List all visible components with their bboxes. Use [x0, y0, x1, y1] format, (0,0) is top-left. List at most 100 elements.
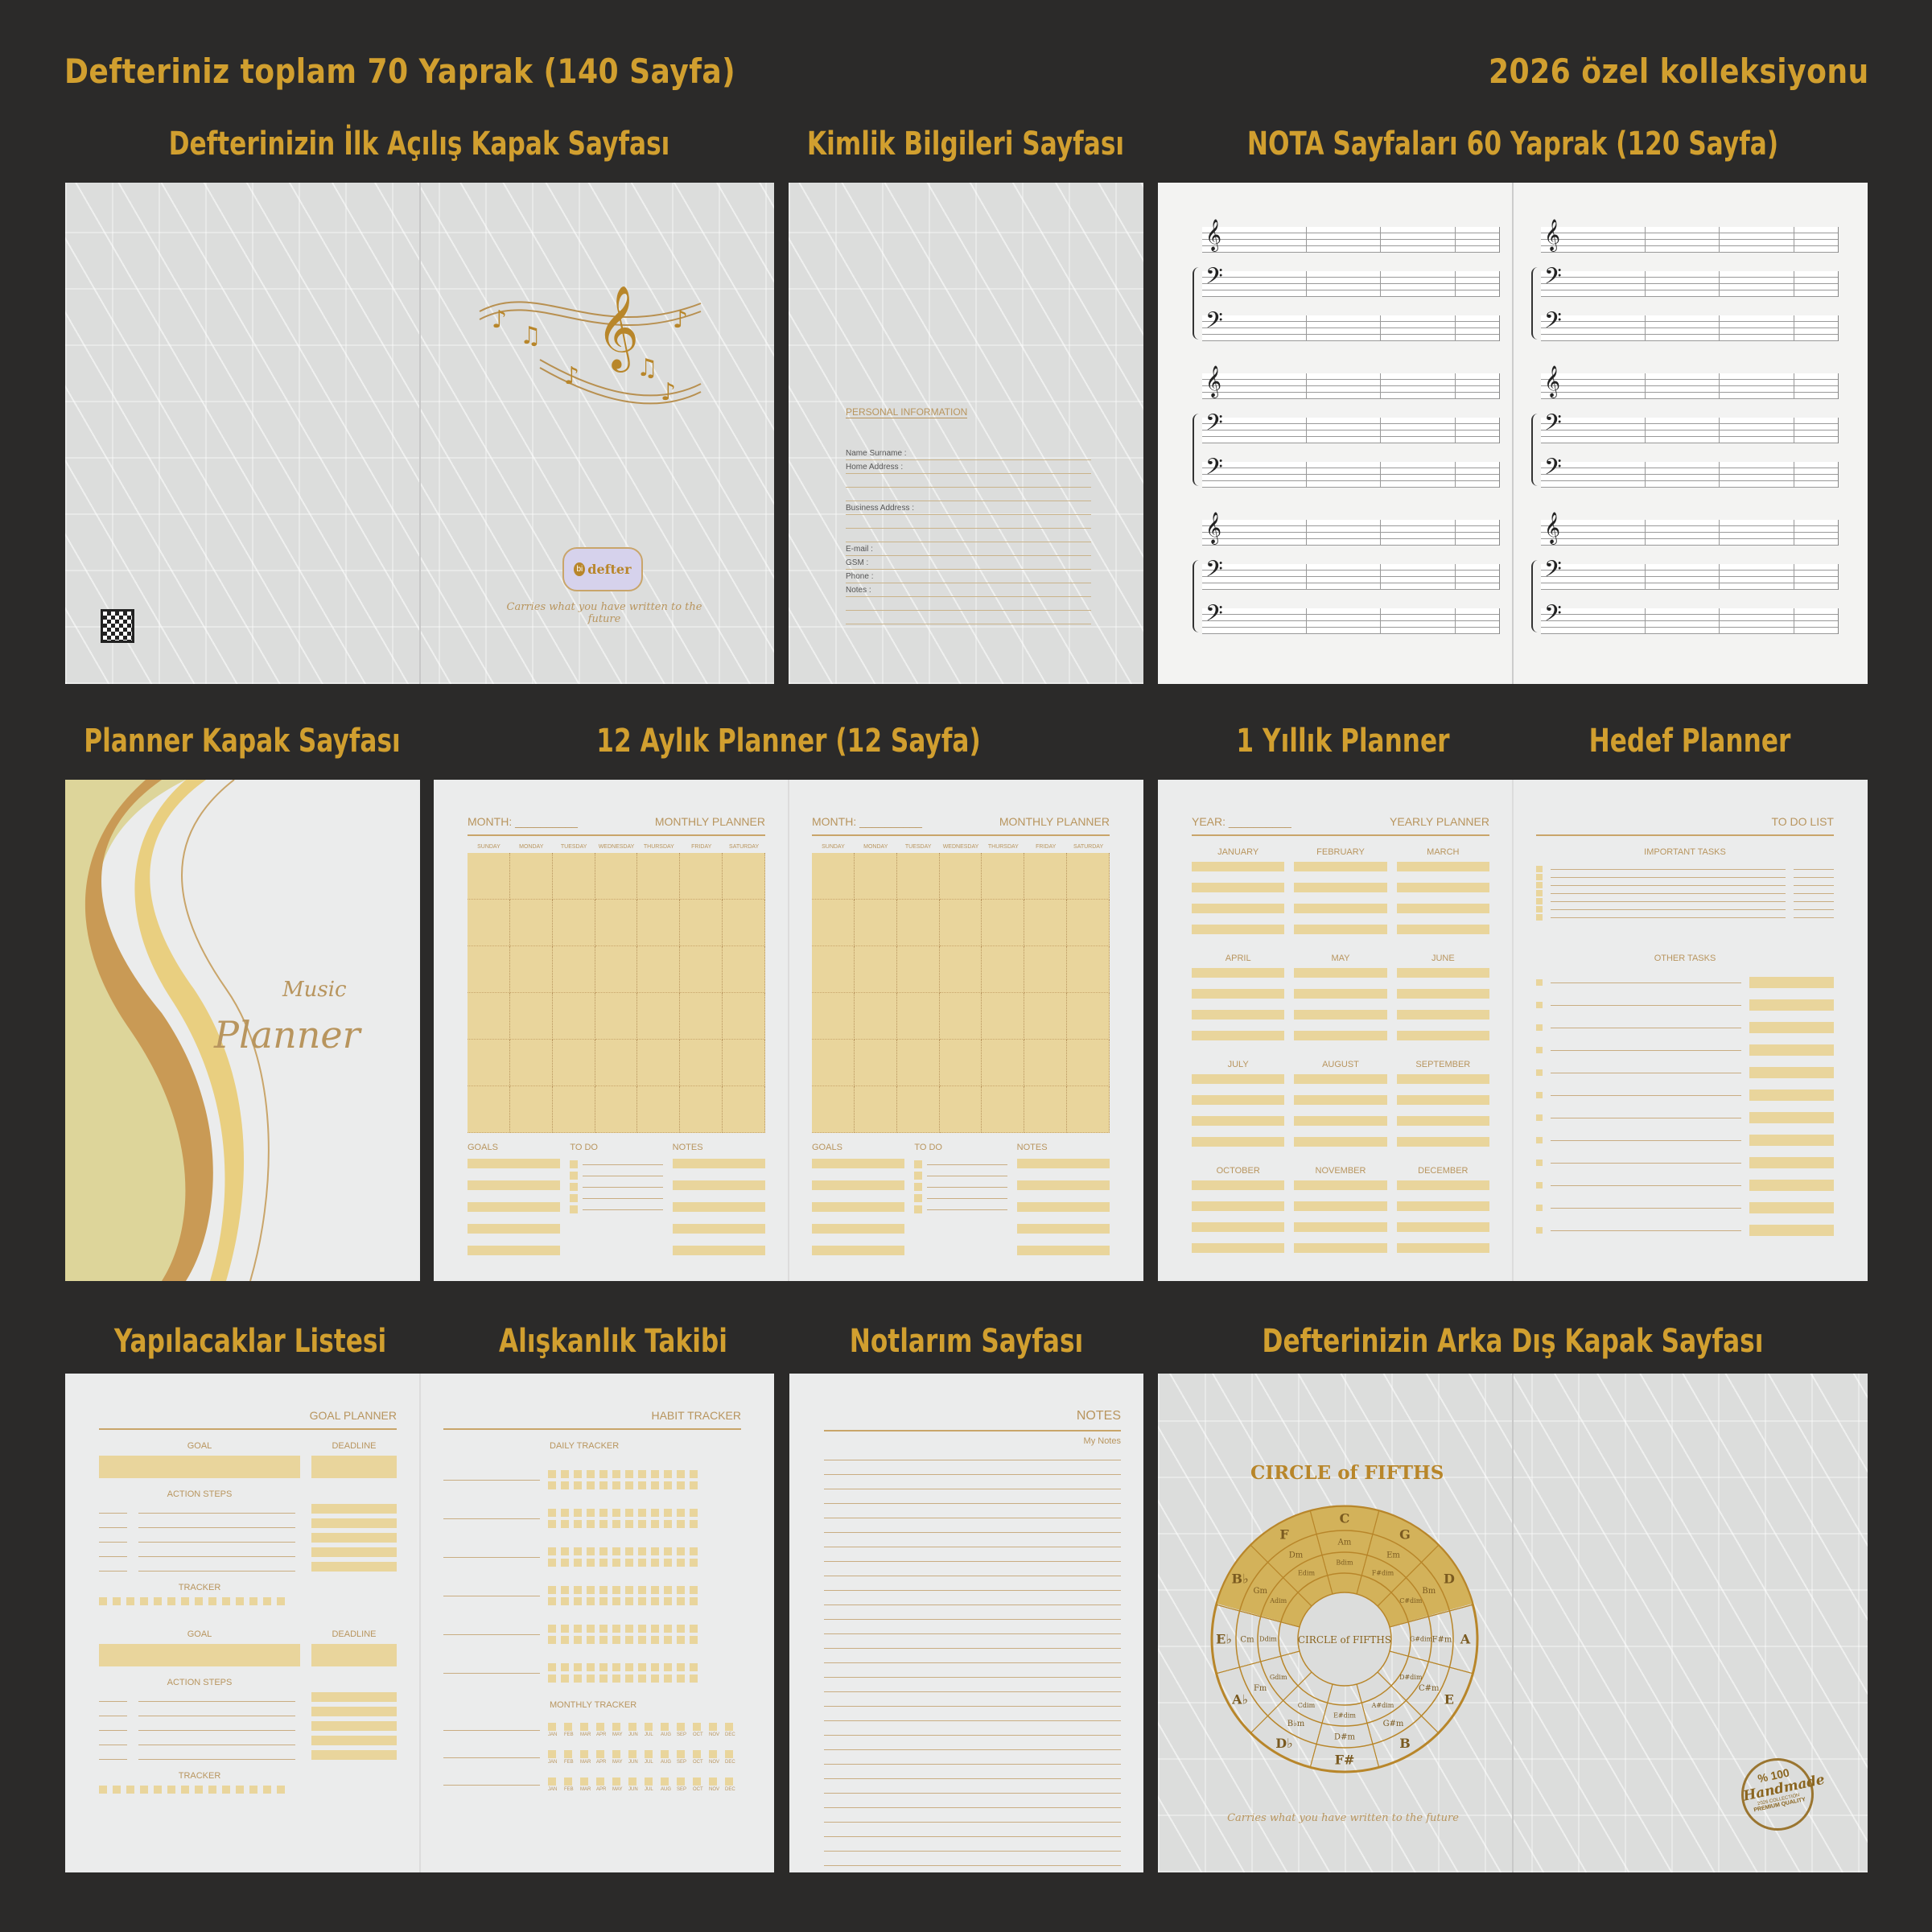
calendar-cell[interactable]: [595, 993, 638, 1040]
calendar-cell[interactable]: [939, 853, 982, 900]
calendar-cell[interactable]: [509, 946, 553, 993]
calendar-cell[interactable]: [982, 900, 1025, 946]
calendar-cell[interactable]: [1024, 1086, 1068, 1133]
calendar-cell[interactable]: [896, 946, 940, 993]
identity-field[interactable]: [846, 529, 1091, 542]
calendar-cell[interactable]: [812, 1040, 855, 1086]
identity-field[interactable]: GSM :: [846, 556, 1091, 570]
calendar-cell[interactable]: [1067, 993, 1110, 1040]
calendar-cell[interactable]: [552, 853, 595, 900]
month-abbr: MAR: [580, 1760, 591, 1765]
calendar-cell[interactable]: [680, 946, 723, 993]
calendar-cell[interactable]: [552, 900, 595, 946]
calendar-cell[interactable]: [1067, 853, 1110, 900]
calendar-cell[interactable]: [680, 1040, 723, 1086]
calendar-cell[interactable]: [509, 1086, 553, 1133]
calendar-cell[interactable]: [939, 946, 982, 993]
calendar-cell[interactable]: [1024, 946, 1068, 993]
calendar-cell[interactable]: [854, 900, 897, 946]
calendar-cell[interactable]: [468, 853, 510, 900]
calendar-cell[interactable]: [939, 900, 982, 946]
calendar-cell[interactable]: [680, 900, 723, 946]
calendar-cell[interactable]: [982, 946, 1025, 993]
calendar-cell[interactable]: [637, 900, 681, 946]
calendar-cell[interactable]: [595, 853, 638, 900]
calendar-cell[interactable]: [723, 853, 765, 900]
calendar-cell[interactable]: [468, 1086, 510, 1133]
calendar-cell[interactable]: [896, 1040, 940, 1086]
key-label-dim: Edim: [1298, 1569, 1316, 1576]
calendar-cell[interactable]: [723, 993, 765, 1040]
calendar-cell[interactable]: [1024, 853, 1068, 900]
identity-field[interactable]: [846, 597, 1091, 611]
calendar-cell[interactable]: [509, 993, 553, 1040]
calendar-cell[interactable]: [680, 1086, 723, 1133]
calendar-cell[interactable]: [509, 900, 553, 946]
calendar-cell[interactable]: [552, 993, 595, 1040]
calendar-cell[interactable]: [509, 853, 553, 900]
calendar-cell[interactable]: [595, 1086, 638, 1133]
calendar-cell[interactable]: [854, 853, 897, 900]
calendar-cell[interactable]: [896, 993, 940, 1040]
calendar-cell[interactable]: [637, 1086, 681, 1133]
identity-field[interactable]: Home Address :: [846, 460, 1091, 474]
calendar-cell[interactable]: [723, 946, 765, 993]
identity-field[interactable]: [846, 488, 1091, 501]
calendar-cell[interactable]: [1024, 1040, 1068, 1086]
calendar-cell[interactable]: [468, 1040, 510, 1086]
identity-field[interactable]: Name Surname :: [846, 447, 1091, 460]
calendar-cell[interactable]: [939, 1040, 982, 1086]
identity-field[interactable]: [846, 611, 1091, 624]
calendar-cell[interactable]: [552, 946, 595, 993]
calendar-cell[interactable]: [552, 1040, 595, 1086]
identity-field[interactable]: E-mail :: [846, 542, 1091, 556]
calendar-cell[interactable]: [1024, 900, 1068, 946]
calendar-cell[interactable]: [939, 1086, 982, 1133]
calendar-cell[interactable]: [468, 993, 510, 1040]
calendar-cell[interactable]: [982, 1040, 1025, 1086]
calendar-cell[interactable]: [723, 1086, 765, 1133]
month-abbr: NOV: [709, 1732, 720, 1737]
calendar-cell[interactable]: [723, 900, 765, 946]
calendar-cell[interactable]: [680, 853, 723, 900]
identity-field[interactable]: [846, 474, 1091, 488]
calendar-cell[interactable]: [637, 853, 681, 900]
calendar-cell[interactable]: [1067, 1086, 1110, 1133]
calendar-cell[interactable]: [468, 946, 510, 993]
calendar-cell[interactable]: [637, 993, 681, 1040]
calendar-cell[interactable]: [896, 900, 940, 946]
calendar-cell[interactable]: [812, 1086, 855, 1133]
calendar-cell[interactable]: [854, 993, 897, 1040]
identity-field[interactable]: Business Address :: [846, 501, 1091, 515]
calendar-cell[interactable]: [1067, 946, 1110, 993]
calendar-cell[interactable]: [812, 993, 855, 1040]
calendar-cell[interactable]: [982, 993, 1025, 1040]
calendar-cell[interactable]: [1067, 900, 1110, 946]
calendar-cell[interactable]: [595, 1040, 638, 1086]
calendar-cell[interactable]: [896, 853, 940, 900]
calendar-cell[interactable]: [896, 1086, 940, 1133]
calendar-cell[interactable]: [552, 1086, 595, 1133]
calendar-cell[interactable]: [812, 853, 855, 900]
calendar-cell[interactable]: [854, 1040, 897, 1086]
calendar-cell[interactable]: [812, 900, 855, 946]
calendar-cell[interactable]: [939, 993, 982, 1040]
calendar-cell[interactable]: [1067, 1040, 1110, 1086]
calendar-cell[interactable]: [854, 1086, 897, 1133]
calendar-cell[interactable]: [982, 853, 1025, 900]
identity-field[interactable]: Notes :: [846, 583, 1091, 597]
calendar-cell[interactable]: [637, 946, 681, 993]
calendar-cell[interactable]: [637, 1040, 681, 1086]
calendar-cell[interactable]: [595, 900, 638, 946]
identity-field[interactable]: [846, 515, 1091, 529]
calendar-cell[interactable]: [982, 1086, 1025, 1133]
identity-field[interactable]: Phone :: [846, 570, 1091, 583]
calendar-cell[interactable]: [812, 946, 855, 993]
calendar-cell[interactable]: [1024, 993, 1068, 1040]
calendar-cell[interactable]: [854, 946, 897, 993]
calendar-cell[interactable]: [723, 1040, 765, 1086]
calendar-cell[interactable]: [680, 993, 723, 1040]
calendar-cell[interactable]: [509, 1040, 553, 1086]
calendar-cell[interactable]: [595, 946, 638, 993]
calendar-cell[interactable]: [468, 900, 510, 946]
